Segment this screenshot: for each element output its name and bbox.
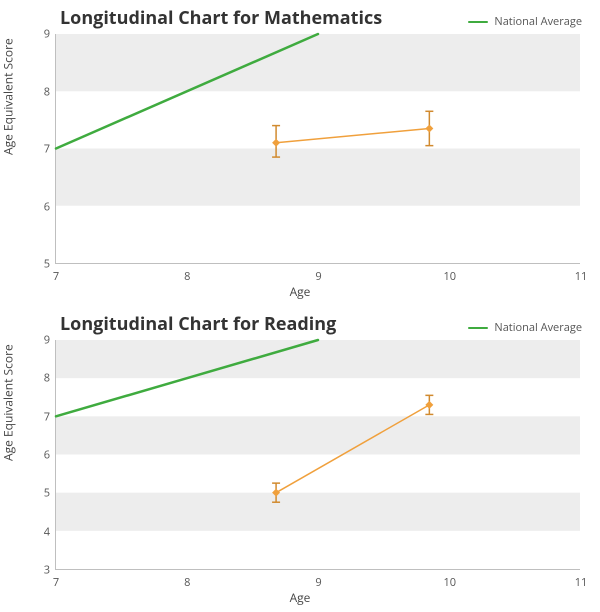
x-tick-label: 10 (443, 263, 456, 284)
legend: National Average (468, 320, 582, 335)
y-tick-label: 4 (44, 524, 56, 539)
chart-title: Longitudinal Chart for Mathematics (60, 6, 382, 30)
x-tick-label: 11 (575, 569, 588, 590)
legend-swatch (468, 327, 488, 329)
x-axis-label: Age (0, 589, 600, 606)
data-point-marker (425, 124, 433, 132)
chart-block: Longitudinal Chart for Mathematics Nation… (0, 0, 600, 306)
y-tick-label: 6 (44, 448, 56, 463)
x-tick-label: 8 (184, 263, 190, 284)
grid-band (56, 149, 580, 206)
x-axis-label: Age (0, 283, 600, 300)
y-tick-label: 7 (44, 142, 56, 157)
chart-title: Longitudinal Chart for Reading (60, 312, 336, 336)
plot-area: 34567897891011 (55, 340, 580, 570)
y-tick-label: 5 (44, 486, 56, 501)
plot-svg (56, 340, 580, 569)
y-tick-label: 8 (44, 371, 56, 386)
legend-label: National Average (494, 320, 582, 335)
grid-band (56, 340, 580, 378)
legend: National Average (468, 14, 582, 29)
grid-band (56, 416, 580, 454)
y-tick-label: 9 (44, 27, 56, 42)
y-tick-label: 8 (44, 84, 56, 99)
data-point-marker (425, 401, 433, 409)
x-tick-label: 7 (53, 263, 59, 284)
x-tick-label: 9 (315, 569, 321, 590)
legend-swatch (468, 21, 488, 23)
x-tick-label: 11 (575, 263, 588, 284)
plot-area: 567897891011 (55, 34, 580, 264)
y-tick-label: 7 (44, 409, 56, 424)
student-series-line (276, 128, 429, 142)
y-tick-label: 9 (44, 333, 56, 348)
x-tick-label: 9 (315, 263, 321, 284)
y-axis-label: Age Equivalent Score (0, 38, 17, 155)
y-axis-label: Age Equivalent Score (0, 344, 17, 461)
plot-svg (56, 34, 580, 263)
grid-band (56, 34, 580, 91)
data-point-marker (272, 139, 280, 147)
y-tick-label: 6 (44, 199, 56, 214)
x-tick-label: 8 (184, 569, 190, 590)
legend-label: National Average (494, 14, 582, 29)
x-tick-label: 7 (53, 569, 59, 590)
grid-band (56, 493, 580, 531)
chart-block: Longitudinal Chart for Reading National A… (0, 306, 600, 612)
x-tick-label: 10 (443, 569, 456, 590)
